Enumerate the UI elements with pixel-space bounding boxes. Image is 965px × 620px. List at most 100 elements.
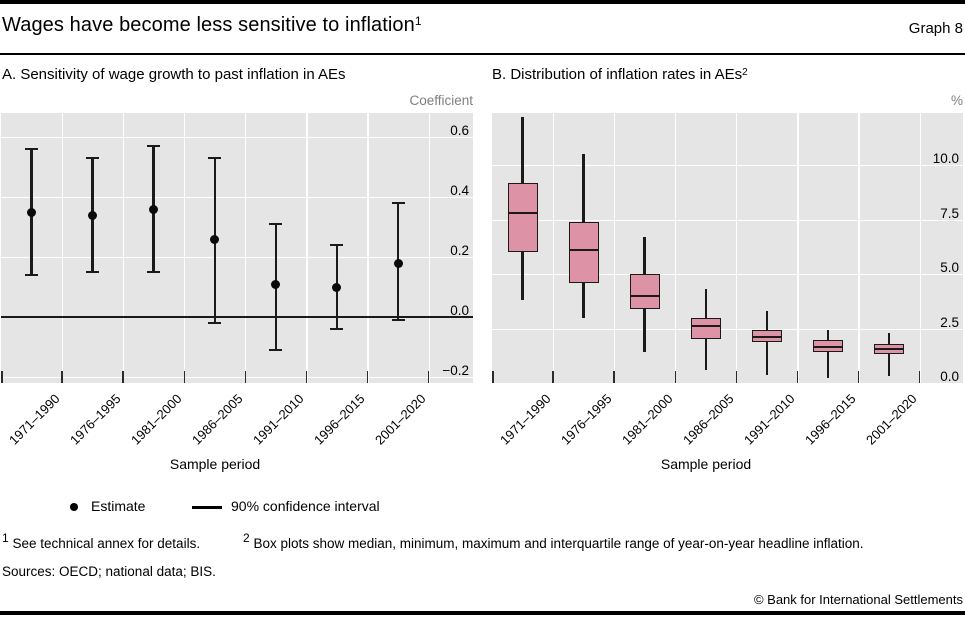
x-tick-label: 1981–2000 <box>618 391 676 448</box>
legend-ci-label: 90% confidence interval <box>231 498 380 514</box>
panel-a-xaxis-title: Sample period <box>169 456 261 472</box>
legend-estimate-dot-icon <box>70 503 78 511</box>
panel-a-plot-area: 0.6 0.4 0.2 0.0 −0.2 <box>1 113 473 383</box>
y-tick-label: 5.0 <box>940 260 959 276</box>
panel-a-title-text: A. Sensitivity of wage growth to past in… <box>2 66 346 83</box>
box-iqr <box>507 182 538 253</box>
x-axis-tick <box>305 371 308 383</box>
x-axis-tick <box>427 371 430 383</box>
x-axis-tick <box>1 371 3 383</box>
x-axis-tick <box>492 371 494 383</box>
y-tick-label: 10.0 <box>932 151 959 167</box>
gridline-vertical <box>919 113 921 383</box>
footnote-2: 2 Box plots show median, minimum, maximu… <box>243 531 864 551</box>
x-axis-tick <box>674 371 676 383</box>
bottom-rule-bar <box>0 611 965 615</box>
x-axis-tick <box>122 371 124 383</box>
estimate-dot <box>210 234 220 244</box>
confidence-interval-cap <box>147 144 161 148</box>
panel-b-title: B. Distribution of inflation rates in AE… <box>492 66 748 83</box>
gridline-vertical <box>62 113 64 383</box>
panel-a-title: A. Sensitivity of wage growth to past in… <box>2 66 346 83</box>
y-tick-label: 0.0 <box>940 369 959 384</box>
gridline-vertical <box>428 113 430 383</box>
panel-b-plot-area: 10.0 7.5 5.0 2.5 0.0 <box>492 113 963 384</box>
x-axis-tick <box>918 371 921 383</box>
confidence-interval-cap <box>208 156 222 160</box>
box-iqr <box>568 221 599 283</box>
panel-b-xaxis-title: Sample period <box>660 456 752 472</box>
footnote-1-marker: 1 <box>2 531 9 545</box>
box-median-line <box>751 336 782 339</box>
x-axis-tick <box>735 371 737 383</box>
copyright-line: © Bank for International Settlements <box>753 592 963 607</box>
y-tick-label: 0.4 <box>450 183 469 198</box>
box-iqr <box>629 274 660 309</box>
gridline-vertical <box>245 113 247 383</box>
x-tick-label: 1991–2010 <box>740 391 798 448</box>
x-tick-label: 1976–1995 <box>557 391 615 448</box>
gridline-vertical <box>123 113 125 383</box>
confidence-interval-cap <box>391 318 405 322</box>
panel-a-unit-label: Coefficient <box>409 93 473 108</box>
gridline-horizontal <box>492 274 963 276</box>
x-axis-tick <box>613 371 615 383</box>
legend-estimate-label: Estimate <box>91 498 146 514</box>
panel-b-unit-label: % <box>950 93 963 108</box>
box-median-line <box>812 346 843 349</box>
page-title-text: Wages have become less sensitive to infl… <box>2 14 415 36</box>
estimate-dot <box>88 210 98 220</box>
gridline-horizontal <box>492 165 963 167</box>
estimate-dot <box>393 258 403 268</box>
confidence-interval-cap <box>208 321 222 325</box>
gridline-vertical <box>797 113 799 383</box>
gridline-vertical <box>675 113 677 383</box>
box-median-line <box>874 348 904 351</box>
box-median-line <box>568 249 599 252</box>
x-tick-label: 1986–2005 <box>679 391 737 448</box>
x-tick-label: 1996–2015 <box>801 391 859 448</box>
box-whisker <box>887 332 891 377</box>
footnote-2-marker: 2 <box>243 531 250 545</box>
confidence-interval-cap <box>391 201 405 205</box>
confidence-interval-cap <box>330 327 344 331</box>
box-whisker <box>826 329 830 378</box>
box-iqr <box>751 329 782 342</box>
x-tick-label: 1986–2005 <box>188 391 246 448</box>
legend-ci-line-icon <box>192 506 222 509</box>
graph-number-label: Graph 8 <box>908 20 963 37</box>
gridline-vertical <box>367 113 369 383</box>
x-axis-tick <box>796 371 799 383</box>
footnote-1-text: See technical annex for details. <box>12 536 201 551</box>
gridline-vertical <box>306 113 308 383</box>
top-rule-bar <box>0 0 965 4</box>
x-axis-tick <box>857 371 860 383</box>
confidence-interval-cap <box>330 243 344 247</box>
y-tick-label: −0.2 <box>442 363 469 378</box>
confidence-interval-cap <box>86 156 100 160</box>
x-tick-label: 1991–2010 <box>249 391 307 448</box>
estimate-dot <box>271 279 281 289</box>
footnote-2-text: Box plots show median, minimum, maximum … <box>253 536 864 551</box>
estimate-dot <box>332 282 342 292</box>
sources-line: Sources: OECD; national data; BIS. <box>2 564 216 579</box>
confidence-interval-cap <box>147 270 161 274</box>
gridline-vertical <box>858 113 860 383</box>
x-tick-label: 1981–2000 <box>127 391 185 448</box>
panel-b-title-text: B. Distribution of inflation rates in AE… <box>492 66 743 83</box>
box-median-line <box>690 325 721 328</box>
confidence-interval-cap <box>86 270 100 274</box>
gridline-horizontal <box>492 328 963 330</box>
title-divider-rule <box>0 53 965 55</box>
gridline-vertical <box>184 113 186 383</box>
estimate-dot <box>27 207 36 217</box>
x-axis-tick <box>244 371 246 383</box>
x-axis-tick <box>552 371 554 383</box>
gridline-horizontal <box>1 377 473 379</box>
y-tick-label: 0.6 <box>450 123 469 138</box>
x-axis-tick <box>183 371 185 383</box>
gridline-horizontal <box>492 219 963 221</box>
estimate-dot <box>149 204 159 214</box>
box-whisker <box>765 311 769 376</box>
x-tick-label: 2001–2020 <box>862 391 920 448</box>
